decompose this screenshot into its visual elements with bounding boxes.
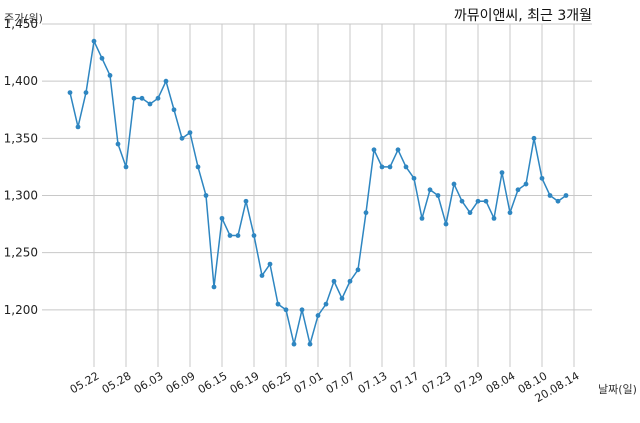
- x-tick-label: 06.15: [196, 369, 230, 396]
- data-point: [475, 198, 481, 204]
- data-point: [155, 95, 161, 101]
- x-tick-label: 07.07: [324, 369, 358, 396]
- chart-title: 까뮤이앤씨, 최근 3개월: [454, 8, 592, 24]
- data-point: [163, 78, 169, 84]
- data-point: [171, 107, 177, 113]
- x-tick-label: 05.22: [68, 369, 102, 396]
- data-point: [339, 296, 345, 301]
- data-point: [259, 273, 265, 278]
- data-point: [411, 175, 417, 181]
- x-tick-label: 07.13: [356, 369, 390, 396]
- data-point: [379, 164, 385, 170]
- data-point: [539, 175, 545, 181]
- y-tick-label: 1,300: [4, 189, 38, 203]
- data-point: [443, 221, 449, 227]
- data-point: [467, 210, 473, 216]
- x-axis-title: 날짜(일): [598, 382, 637, 396]
- data-point: [219, 215, 225, 221]
- x-tick-label: 07.01: [292, 369, 326, 396]
- y-tick-label: 1,350: [4, 131, 38, 145]
- data-point: [83, 90, 89, 95]
- series-layer: [67, 38, 569, 347]
- data-point: [323, 301, 329, 307]
- data-point: [99, 55, 105, 61]
- data-point: [531, 135, 537, 141]
- data-point: [555, 198, 561, 204]
- data-point: [427, 187, 433, 193]
- data-point: [491, 215, 497, 221]
- data-point: [211, 284, 217, 290]
- data-point: [283, 307, 289, 313]
- data-point: [387, 164, 393, 170]
- data-point: [371, 147, 377, 153]
- data-point: [291, 341, 297, 347]
- y-tick-label: 1,400: [4, 74, 38, 88]
- data-point: [123, 164, 129, 170]
- data-point: [203, 193, 209, 198]
- data-point: [67, 90, 73, 95]
- x-tick-label: 05.28: [100, 369, 134, 396]
- x-tick-label: 08.04: [484, 369, 518, 396]
- x-tick-label: 07.17: [388, 369, 422, 396]
- data-point: [227, 233, 233, 238]
- y-tick-label: 1,200: [4, 303, 38, 317]
- data-point: [515, 187, 521, 193]
- data-point: [315, 313, 321, 318]
- data-point: [347, 278, 353, 284]
- data-point: [275, 301, 281, 307]
- data-point: [243, 198, 249, 204]
- y-tick-label: 1,250: [4, 246, 38, 260]
- data-point: [299, 307, 305, 313]
- data-point: [547, 193, 553, 198]
- x-tick-label: 06.09: [164, 369, 198, 396]
- data-point: [331, 278, 337, 284]
- data-point: [395, 147, 401, 153]
- data-point: [267, 261, 273, 267]
- data-point: [563, 193, 569, 198]
- y-axis-title: 주가(원): [4, 12, 43, 25]
- data-point: [235, 233, 241, 238]
- x-tick-label: 07.29: [452, 369, 486, 396]
- x-tick-label: 06.03: [132, 369, 166, 396]
- data-point: [147, 101, 153, 107]
- data-point: [91, 38, 97, 44]
- data-point: [419, 215, 425, 221]
- x-tick-label: 06.25: [260, 369, 294, 396]
- data-point: [451, 181, 457, 187]
- data-point: [523, 181, 529, 187]
- data-point: [251, 233, 257, 238]
- data-point: [363, 210, 369, 216]
- data-point: [179, 135, 185, 141]
- data-point: [75, 124, 81, 130]
- data-point: [483, 198, 489, 204]
- y-tick-label: 1,450: [4, 17, 38, 31]
- data-point: [115, 141, 121, 147]
- data-point: [507, 210, 513, 216]
- data-point: [195, 164, 201, 170]
- data-point: [499, 170, 505, 176]
- data-point: [435, 193, 441, 198]
- data-point: [355, 267, 361, 273]
- data-point: [459, 198, 465, 204]
- x-tick-label: 06.19: [228, 369, 262, 396]
- data-point: [139, 95, 145, 101]
- data-point: [131, 95, 137, 101]
- data-point: [307, 341, 313, 347]
- data-point: [187, 130, 193, 136]
- data-point: [403, 164, 409, 170]
- data-point: [107, 73, 113, 78]
- x-tick-label: 07.23: [420, 369, 454, 396]
- grid: [42, 23, 592, 367]
